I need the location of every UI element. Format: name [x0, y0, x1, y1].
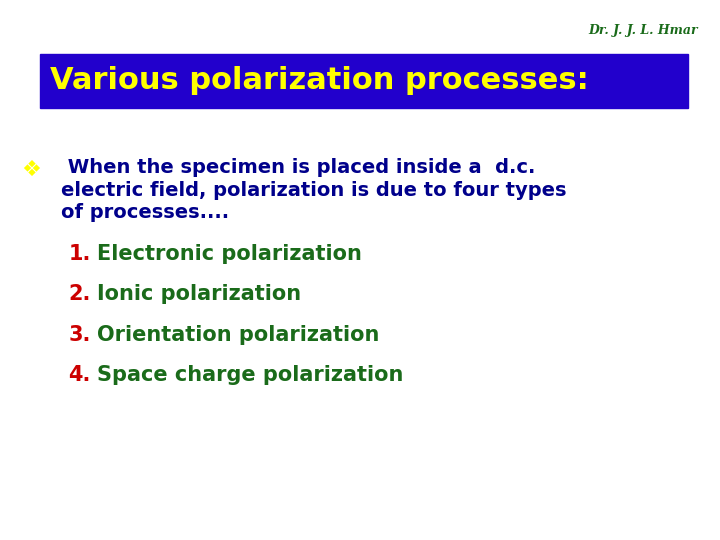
Text: electric field, polarization is due to four types: electric field, polarization is due to f… [61, 180, 567, 200]
Text: Ionic polarization: Ionic polarization [97, 284, 302, 305]
Text: 2.: 2. [68, 284, 91, 305]
Text: 1.: 1. [68, 244, 91, 264]
Text: When the specimen is placed inside a  d.c.: When the specimen is placed inside a d.c… [61, 158, 536, 177]
FancyBboxPatch shape [40, 54, 688, 108]
Text: Orientation polarization: Orientation polarization [97, 325, 379, 345]
Text: of processes....: of processes.... [61, 203, 230, 222]
Text: Various polarization processes:: Various polarization processes: [50, 66, 589, 96]
Text: Electronic polarization: Electronic polarization [97, 244, 362, 264]
Text: Dr. J. J. L. Hmar: Dr. J. J. L. Hmar [589, 24, 698, 37]
Text: 3.: 3. [68, 325, 91, 345]
Text: ❖: ❖ [22, 160, 42, 180]
Text: Space charge polarization: Space charge polarization [97, 365, 404, 386]
Text: 4.: 4. [68, 365, 91, 386]
